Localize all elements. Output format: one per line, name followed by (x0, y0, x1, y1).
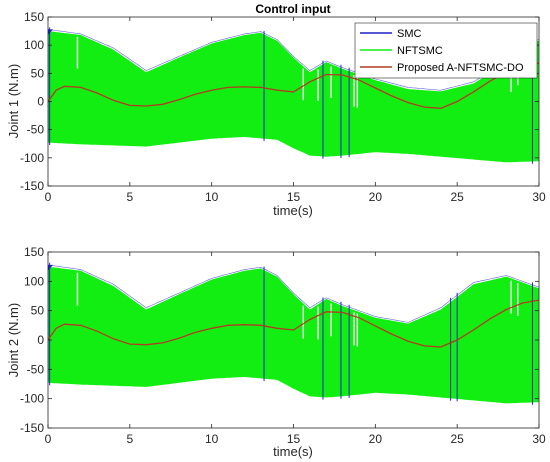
legend: SMC NFTSMC Proposed A-NFTSMC-DO (354, 22, 538, 79)
series-nftsmc-joint-2 (48, 266, 539, 404)
x-tick-label: 10 (205, 432, 219, 446)
gaps-joint-2 (76, 272, 519, 347)
x-tick-label: 25 (450, 190, 464, 204)
x-tick-label: 25 (450, 432, 464, 446)
smc-upper-edge (48, 29, 539, 91)
legend-entry-proposed: Proposed A-NFTSMC-DO (397, 62, 524, 74)
legend-entry-nftsmc: NFTSMC (397, 45, 443, 57)
y-tick-label: 0 (37, 95, 44, 109)
y-tick-label: -100 (20, 392, 44, 406)
nftsmc-band (48, 31, 539, 163)
ticks-joint-1: 0 5 10 15 20 25 30 -150 -100 -50 0 50 100 150 (20, 10, 546, 204)
x-tick-label: 15 (287, 190, 301, 204)
x-tick-label: 10 (205, 190, 219, 204)
x-tick-label: 20 (369, 432, 383, 446)
y-tick-label: -50 (27, 123, 45, 137)
x-tick-label: 0 (45, 432, 52, 446)
smc-start-mark (48, 264, 53, 271)
proposed-line (48, 299, 539, 348)
smc-start-mark (48, 29, 53, 36)
nftsmc-band (48, 266, 539, 404)
series-proposed-joint-2 (48, 299, 539, 348)
chart-joint-2: 0 5 10 15 20 25 30 -150 -100 -50 0 50 100 150 time(s)… (6, 245, 546, 459)
y-tick-label: 150 (24, 245, 44, 259)
y-tick-label: -150 (20, 179, 44, 193)
y-tick-label: 50 (31, 66, 45, 80)
proposed-line (48, 62, 539, 109)
y-axis-label-joint-2: Joint 2 (N.m) (6, 303, 21, 377)
legend-entry-smc: SMC (397, 28, 422, 40)
chart-joint-1: 0 5 10 15 20 25 30 -150 -100 -50 0 50 100 150 Control… (6, 2, 546, 218)
y-tick-label: -150 (20, 421, 44, 435)
ticks-joint-2: 0 5 10 15 20 25 30 -150 -100 -50 0 50 100 150 (20, 245, 546, 446)
y-tick-label: 100 (24, 274, 44, 288)
chart-title: Control input (255, 2, 330, 16)
y-tick-label: -100 (20, 151, 44, 165)
y-tick-label: 100 (24, 38, 44, 52)
x-tick-label: 0 (45, 190, 52, 204)
y-tick-label: -50 (27, 362, 45, 376)
x-axis-label-joint-2: time(s) (273, 444, 313, 459)
x-tick-label: 30 (532, 190, 546, 204)
x-tick-label: 30 (532, 432, 546, 446)
x-tick-label: 15 (287, 432, 301, 446)
y-axis-label-joint-1: Joint 1 (N.m) (6, 64, 21, 138)
x-tick-label: 5 (126, 190, 133, 204)
x-axis-label-joint-1: time(s) (273, 203, 313, 218)
y-tick-label: 50 (31, 304, 45, 318)
series-smc-joint-2 (48, 262, 539, 405)
x-tick-label: 5 (126, 432, 133, 446)
series-proposed-joint-1 (48, 62, 539, 109)
x-tick-label: 20 (369, 190, 383, 204)
series-nftsmc-joint-1 (48, 31, 539, 163)
y-tick-label: 150 (24, 10, 44, 24)
y-tick-label: 0 (37, 333, 44, 347)
